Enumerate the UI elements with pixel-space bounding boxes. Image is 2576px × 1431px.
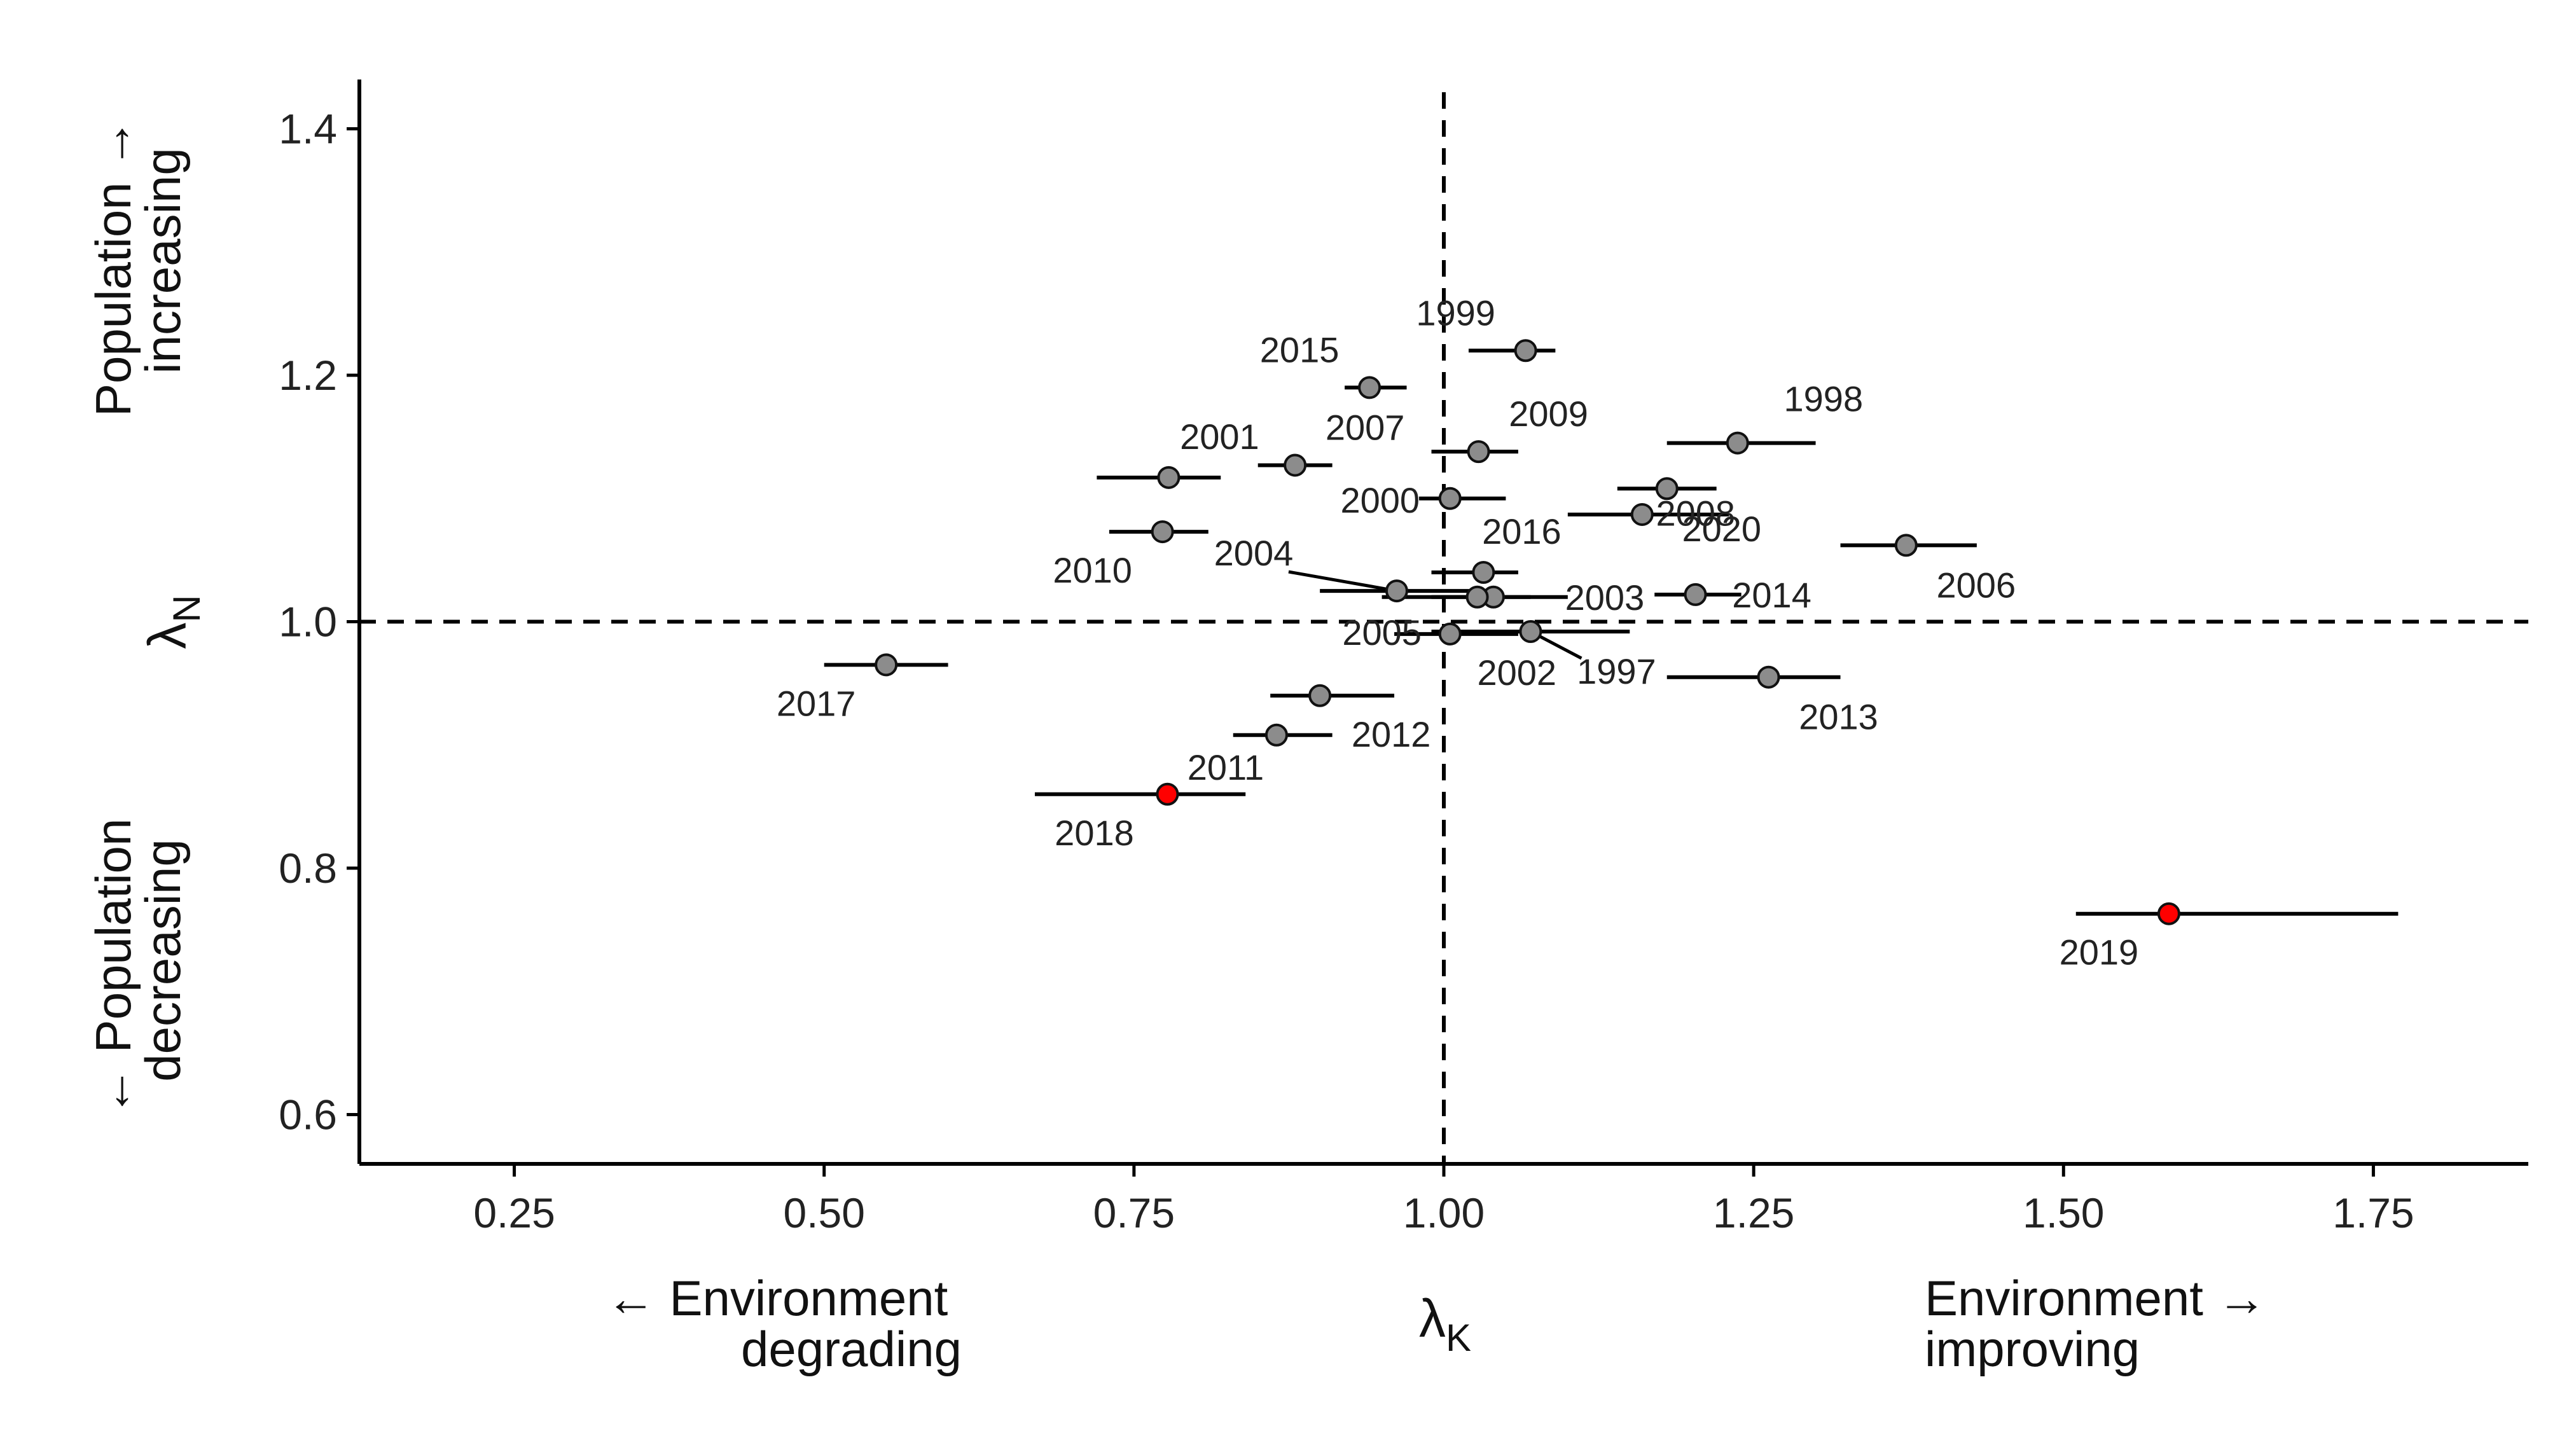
point-2017 <box>875 653 898 677</box>
point-label-2006: 2006 <box>1937 565 2016 605</box>
y-annotation-top: Population → increasing <box>85 105 191 417</box>
x-axis-ticks: 0.25 0.50 0.75 1.00 1.25 1.50 1.75 <box>473 1164 2414 1236</box>
point-label-2001: 2001 <box>1180 417 1259 457</box>
point-1997 <box>1519 620 1542 643</box>
point-label-2000: 2000 <box>1340 480 1420 520</box>
point-label-2020: 2020 <box>1682 509 1761 549</box>
point-label-2007: 2007 <box>1326 407 1405 447</box>
point-label-2010: 2010 <box>1053 550 1132 590</box>
point-2008 <box>1655 477 1679 501</box>
point-2019 <box>2157 902 2180 925</box>
point-label-2015: 2015 <box>1260 329 1340 370</box>
point-2015 <box>1358 376 1381 399</box>
point-2011 <box>1264 723 1288 747</box>
point-label-2005: 2005 <box>1342 612 1422 653</box>
data-points <box>875 339 2180 925</box>
point-2012 <box>1308 684 1332 707</box>
x-tick-label: 0.25 <box>473 1189 555 1236</box>
point-label-2018: 2018 <box>1055 813 1134 853</box>
point-1999 <box>1514 339 1537 363</box>
point-label-2012: 2012 <box>1352 714 1431 754</box>
x-tick-label: 1.25 <box>1713 1189 1794 1236</box>
point-2013 <box>1757 665 1780 689</box>
x-annotation-left: ← Environment degrading <box>606 1270 962 1377</box>
y-tick-label: 0.8 <box>279 845 337 892</box>
point-2009 <box>1467 440 1490 464</box>
point-label-2009: 2009 <box>1509 394 1588 434</box>
point-label-2004: 2004 <box>1214 533 1294 573</box>
point-2020 <box>1630 502 1654 526</box>
y-tick-label: 1.4 <box>279 106 337 153</box>
point-2007 <box>1284 453 1307 477</box>
x-annotation-right: Environment → improving <box>1925 1270 2280 1377</box>
x-tick-label: 1.75 <box>2332 1189 2414 1236</box>
y-tick-label: 1.0 <box>279 598 337 646</box>
point-2010 <box>1151 520 1174 544</box>
x-tick-label: 1.50 <box>2023 1189 2104 1236</box>
point-label-2017: 2017 <box>777 683 856 723</box>
point-label-1998: 1998 <box>1784 379 1864 419</box>
y-tick-label: 1.2 <box>279 352 337 399</box>
x-tick-label: 0.75 <box>1093 1189 1175 1236</box>
point-2005 <box>1465 585 1489 609</box>
y-axis-title: λN <box>137 595 208 649</box>
y-axis-ticks: 0.6 0.8 1.0 1.2 1.4 <box>279 106 359 1138</box>
point-2004 <box>1385 579 1408 603</box>
label-leader-lines <box>1288 570 1582 660</box>
point-label-2019: 2019 <box>2060 932 2139 972</box>
point-2000 <box>1438 487 1462 510</box>
point-2016 <box>1472 561 1495 584</box>
y-annotation-bottom: ← Population decreasing <box>85 805 191 1116</box>
point-label-2003: 2003 <box>1565 577 1645 618</box>
point-2006 <box>1894 534 1918 557</box>
point-label-2002: 2002 <box>1477 653 1556 693</box>
point-label-2016: 2016 <box>1482 511 1562 551</box>
point-label-2013: 2013 <box>1799 697 1878 737</box>
point-2001 <box>1157 466 1181 489</box>
point-label-1999: 1999 <box>1416 293 1495 333</box>
point-2002 <box>1438 622 1462 646</box>
point-label-2008: 2008 <box>1656 493 1735 533</box>
point-2014 <box>1684 583 1707 606</box>
x-tick-label: 1.00 <box>1403 1189 1485 1236</box>
point-label-2014: 2014 <box>1732 575 1811 615</box>
point-2018 <box>1156 782 1179 806</box>
x-tick-label: 0.50 <box>783 1189 864 1236</box>
point-label-1997: 1997 <box>1577 651 1656 691</box>
leader-line-2004 <box>1288 570 1397 593</box>
point-1998 <box>1726 431 1749 455</box>
x-axis-title: λK <box>1419 1289 1471 1359</box>
point-label-2011: 2011 <box>1188 747 1264 787</box>
y-tick-label: 0.6 <box>279 1091 337 1138</box>
